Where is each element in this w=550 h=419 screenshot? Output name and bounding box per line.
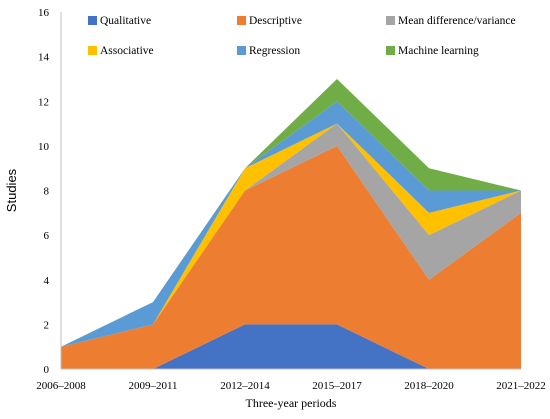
legend-swatch bbox=[386, 16, 395, 25]
y-tick-label: 0 bbox=[44, 364, 50, 376]
x-tick-label: 2006–2008 bbox=[36, 380, 86, 392]
axes bbox=[60, 12, 521, 370]
area-layers bbox=[61, 78, 521, 369]
y-tick-label: 14 bbox=[38, 52, 50, 64]
y-tick-label: 6 bbox=[44, 230, 50, 242]
legend: Qualitative Descriptive Mean difference/va… bbox=[88, 15, 516, 57]
legend-item-descriptive: Descriptive bbox=[237, 15, 302, 27]
x-tick-label: 2015–2017 bbox=[312, 380, 362, 392]
y-tick-label: 4 bbox=[44, 275, 50, 287]
area-associative bbox=[61, 123, 521, 347]
legend-label: Mean difference/variance bbox=[398, 15, 516, 27]
legend-label: Qualitative bbox=[100, 15, 151, 27]
legend-swatch bbox=[88, 16, 97, 25]
legend-item-regression: Regression bbox=[237, 45, 300, 57]
y-tick-label: 2 bbox=[44, 319, 50, 331]
legend-swatch bbox=[237, 46, 246, 55]
y-tick-label: 12 bbox=[38, 96, 49, 108]
legend-item-qualitative: Qualitative bbox=[88, 15, 151, 27]
legend-label: Regression bbox=[249, 45, 300, 57]
x-tick-label: 2021–2022 bbox=[496, 380, 546, 392]
legend-label: Associative bbox=[100, 45, 154, 57]
legend-swatch bbox=[237, 16, 246, 25]
legend-label: Machine learning bbox=[398, 45, 479, 57]
y-tick-label: 8 bbox=[44, 186, 50, 198]
legend-item-machine-learning: Machine learning bbox=[386, 45, 479, 57]
legend-item-mean-difference-variance: Mean difference/variance bbox=[386, 15, 516, 27]
area-machine-learning bbox=[61, 78, 521, 347]
x-tick-label: 2018–2020 bbox=[404, 380, 454, 392]
legend-item-associative: Associative bbox=[88, 45, 154, 57]
area-descriptive bbox=[61, 145, 521, 369]
area-regression bbox=[61, 101, 521, 347]
y-tick-label: 10 bbox=[38, 141, 50, 153]
tick-labels: 0 2 4 6 8 10 12 14 16 2006–2008 2009–2011 2012–2014… bbox=[36, 7, 546, 392]
x-axis-title: Three-year periods bbox=[246, 396, 337, 410]
x-tick-label: 2009–2011 bbox=[128, 380, 177, 392]
legend-swatch bbox=[88, 46, 97, 55]
y-tick-label: 16 bbox=[38, 7, 50, 19]
x-tick-label: 2012–2014 bbox=[220, 380, 270, 392]
legend-label: Descriptive bbox=[249, 15, 302, 27]
legend-swatch bbox=[386, 46, 395, 55]
y-axis-title: Studies bbox=[4, 168, 19, 212]
